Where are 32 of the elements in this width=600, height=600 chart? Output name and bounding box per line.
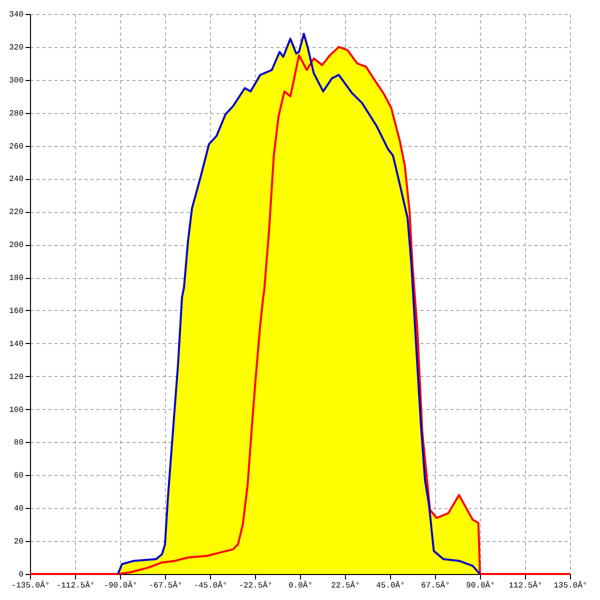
y-tick-label: 120 [9,372,24,382]
x-tick-label: -45.0Â° [194,580,228,590]
y-tick-label: 20 [14,538,24,547]
x-tick-label: -22.5Â° [238,580,272,590]
x-tick-label: 45.0Â° [376,580,405,590]
y-tick-label: 180 [9,274,24,284]
x-tick-label: 135.0Â° [554,580,588,590]
x-tick-label: 0.0Â° [288,580,313,590]
y-tick-label: 140 [9,340,24,349]
y-tick-label: 160 [9,306,24,316]
x-tick-label: -112.5Â° [56,580,95,590]
x-tick-label: 22.5Â° [331,580,360,590]
x-tick-label: 90.0Â° [466,580,495,590]
line-series [117,32,481,575]
y-tick-label: 340 [9,10,24,20]
y-tick-label: 220 [9,208,24,218]
y-tick-label: 60 [14,472,24,481]
y-tick-label: 260 [9,142,24,152]
y-tick-label: 100 [9,406,24,415]
x-tick-label: 112.5Â° [508,580,542,590]
y-tick-label: 80 [14,438,24,448]
y-tick-label: 320 [9,43,24,52]
x-tick-label: 67.5Â° [421,580,450,590]
y-tick-label: 200 [9,241,24,250]
y-tick-label: 300 [9,76,24,86]
y-tick-label: 0 [18,570,24,580]
y-tick-label: 40 [14,504,24,514]
x-tick-label: -67.5Â° [148,580,182,590]
x-tick-label: -90.0Â° [104,580,138,590]
x-tick-label: -135.0Â° [11,580,50,590]
y-tick-label: 240 [9,175,24,184]
y-tick-label: 280 [9,109,24,118]
